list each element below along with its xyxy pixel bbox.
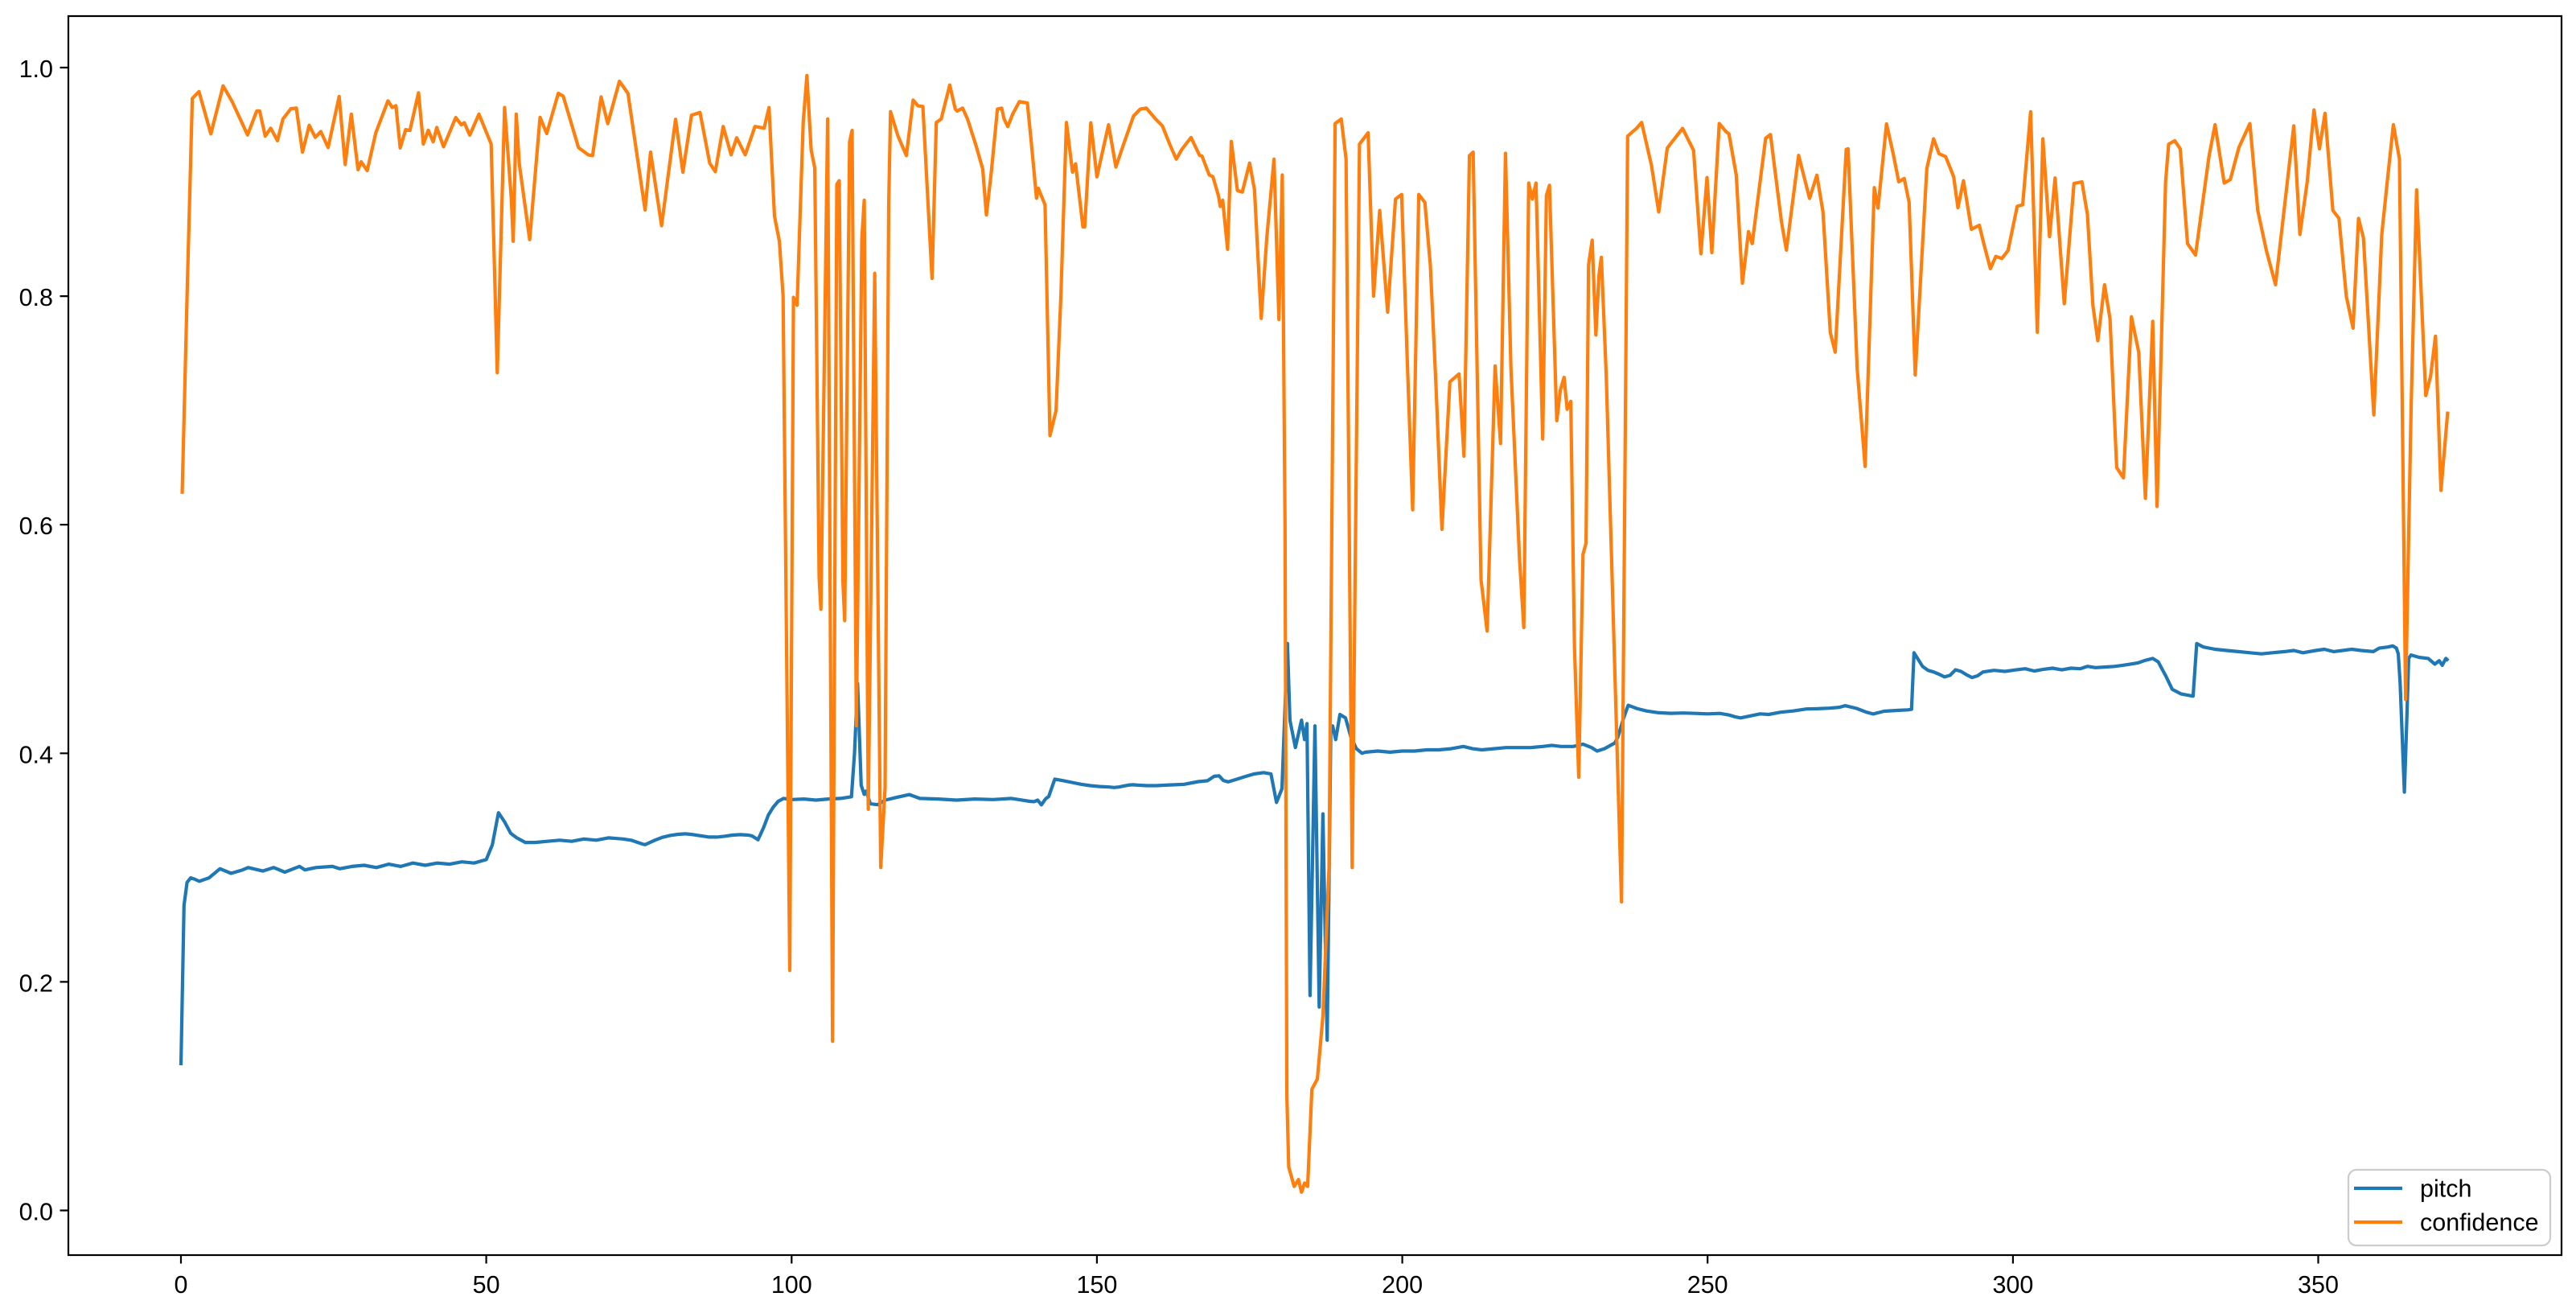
- svg-text:0.2: 0.2: [19, 969, 53, 997]
- svg-text:0.4: 0.4: [19, 741, 53, 768]
- svg-text:150: 150: [1076, 1271, 1117, 1299]
- svg-text:350: 350: [2298, 1271, 2339, 1299]
- svg-text:0: 0: [175, 1271, 188, 1299]
- svg-text:50: 50: [473, 1271, 500, 1299]
- svg-text:1.0: 1.0: [19, 56, 53, 83]
- svg-text:0.6: 0.6: [19, 512, 53, 540]
- svg-text:250: 250: [1687, 1271, 1728, 1299]
- svg-text:pitch: pitch: [2420, 1175, 2471, 1203]
- svg-text:300: 300: [1992, 1271, 2033, 1299]
- svg-text:confidence: confidence: [2420, 1209, 2539, 1237]
- svg-text:100: 100: [771, 1271, 812, 1299]
- svg-text:0.0: 0.0: [19, 1199, 53, 1226]
- svg-text:200: 200: [1382, 1271, 1423, 1299]
- svg-text:0.8: 0.8: [19, 284, 53, 311]
